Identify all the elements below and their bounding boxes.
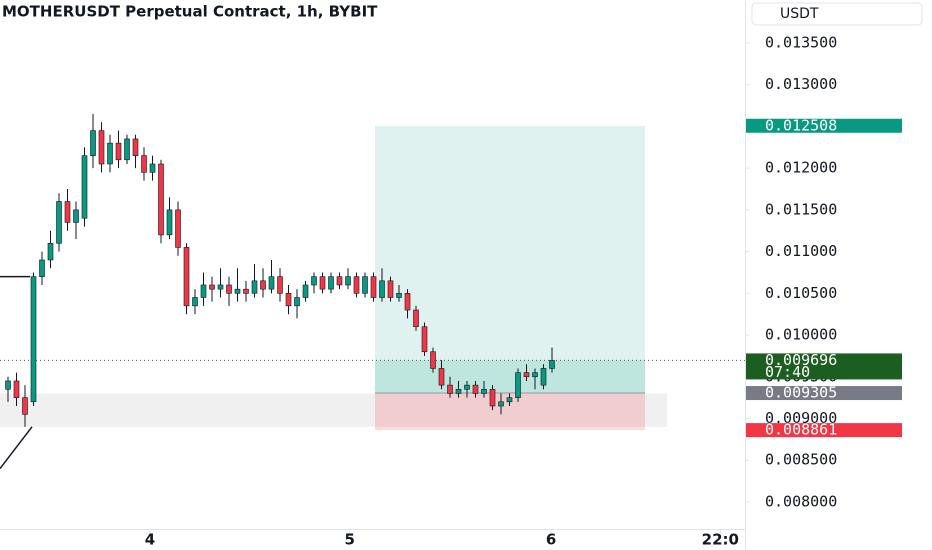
y-tick-label: 0.009000 xyxy=(765,409,837,427)
entry-tag: 0.009305 xyxy=(765,384,837,402)
target-tag: 0.012508 xyxy=(765,116,837,134)
y-tick-label: 0.011500 xyxy=(765,200,837,218)
y-tick-label: 0.012000 xyxy=(765,159,837,177)
candle-body xyxy=(73,209,79,223)
candle-body xyxy=(132,138,139,156)
candle-body xyxy=(506,397,513,403)
candle-body xyxy=(5,380,11,390)
y-tick-label: 0.011000 xyxy=(765,242,837,260)
candle-body xyxy=(472,384,479,394)
candle-body xyxy=(209,284,215,290)
candle-body xyxy=(489,389,496,407)
candle-body xyxy=(243,288,249,294)
stop-tag: 0.008861 xyxy=(765,421,837,439)
candle-body xyxy=(362,276,368,294)
candle-body xyxy=(345,276,351,286)
candle-body xyxy=(532,372,538,378)
countdown: 07:40 xyxy=(765,363,810,381)
profit-zone xyxy=(375,125,645,394)
candle-body xyxy=(226,284,232,294)
candle-body xyxy=(124,138,130,161)
candle-body xyxy=(447,384,453,394)
candle-body xyxy=(336,276,343,286)
candle-body xyxy=(311,276,317,286)
candle-body xyxy=(30,276,37,403)
candle-body xyxy=(430,351,436,369)
candle-body xyxy=(90,130,96,156)
candle-body xyxy=(413,309,419,328)
candle-body xyxy=(149,163,156,173)
y-tick-label: 0.010000 xyxy=(765,326,837,344)
candle-body xyxy=(353,276,360,294)
candle-body xyxy=(81,155,88,219)
chart-title: MOTHERUSDT Perpetual Contract, 1h, BYBIT xyxy=(2,3,378,21)
candle-body xyxy=(260,280,266,290)
candle-body xyxy=(56,201,62,244)
y-tick-label: 0.008500 xyxy=(765,451,837,469)
candle-body xyxy=(549,360,555,369)
candle-body xyxy=(47,242,54,261)
candle-body xyxy=(39,259,45,277)
candle-body xyxy=(234,288,241,294)
candle-body xyxy=(498,401,504,407)
candle-body xyxy=(438,368,445,386)
candle-body xyxy=(319,276,326,290)
candle-body xyxy=(115,142,122,161)
trend-line xyxy=(0,426,33,470)
x-tick-label: 5 xyxy=(344,531,354,549)
currency: USDT xyxy=(780,6,819,22)
y-tick-label: 0.013000 xyxy=(765,75,837,93)
stop-tag-box xyxy=(746,423,902,438)
y-tick-label: 0.008000 xyxy=(765,492,837,510)
zone xyxy=(0,393,667,427)
candle-body xyxy=(64,201,71,223)
entry-tag-box xyxy=(746,386,902,401)
candle-body xyxy=(98,130,105,165)
candle-body xyxy=(158,163,164,236)
candle-body xyxy=(328,276,334,290)
candle-body xyxy=(251,280,258,294)
candle-body xyxy=(302,284,309,298)
currency-box[interactable] xyxy=(751,2,923,26)
candle-body xyxy=(166,209,173,236)
target-tag-box xyxy=(746,118,902,133)
candle-body xyxy=(217,284,224,290)
candle-body xyxy=(294,297,300,307)
candle-body xyxy=(268,276,275,290)
candle-body xyxy=(192,297,198,307)
y-tick-label: 0.010500 xyxy=(765,284,837,302)
candle-body xyxy=(107,142,113,165)
candle-body xyxy=(22,397,28,415)
candle-body xyxy=(396,293,402,298)
x-tick-label: 4 xyxy=(145,531,155,549)
candle-body xyxy=(141,155,147,173)
candle-body xyxy=(175,209,181,248)
candle-body xyxy=(277,276,283,294)
candle-body xyxy=(481,389,487,394)
open-profit xyxy=(375,360,645,394)
candle-body xyxy=(285,293,292,307)
candle-body xyxy=(370,276,377,298)
candle-body xyxy=(404,293,411,311)
x-tick-label: 22:0 xyxy=(702,531,739,549)
candle-body xyxy=(387,280,394,298)
candle-body xyxy=(515,372,521,398)
candle-body xyxy=(455,389,462,394)
x-tick-label: 6 xyxy=(546,531,556,549)
last-price-box xyxy=(746,353,902,380)
candle-body xyxy=(183,247,190,307)
candle-body xyxy=(379,280,385,298)
y-tick-label: 0.013500 xyxy=(765,33,837,51)
candle-body xyxy=(523,372,530,378)
last-price-tag: 0.009696 xyxy=(765,351,837,369)
candle-body xyxy=(464,384,470,390)
candle-body xyxy=(421,326,428,353)
candle-body xyxy=(200,284,207,298)
candle-body xyxy=(540,368,547,386)
candle-body xyxy=(13,380,20,398)
